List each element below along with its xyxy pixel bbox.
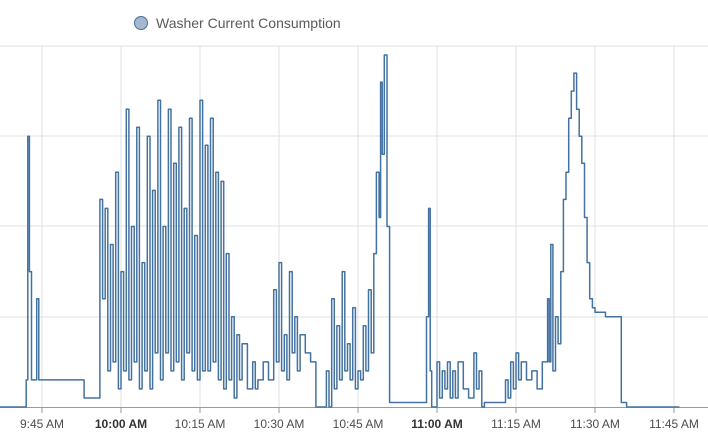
- legend-series-label: Washer Current Consumption: [156, 15, 341, 31]
- x-tick-label: 11:45 AM: [649, 417, 699, 431]
- series-line-0: [0, 54, 680, 408]
- x-tick-label: 9:45 AM: [20, 417, 64, 431]
- x-tick-label: 10:45 AM: [333, 417, 384, 431]
- x-tick-label: 10:00 AM: [95, 417, 147, 431]
- x-tick-label: 11:30 AM: [570, 417, 620, 431]
- x-tick-label: 10:15 AM: [175, 417, 226, 431]
- x-tick-label: 10:30 AM: [254, 417, 305, 431]
- x-tick-label: 11:15 AM: [491, 417, 541, 431]
- legend-series-swatch: [134, 16, 148, 30]
- chart-legend[interactable]: Washer Current Consumption: [134, 12, 341, 34]
- x-tick-label: 11:00 AM: [411, 417, 463, 431]
